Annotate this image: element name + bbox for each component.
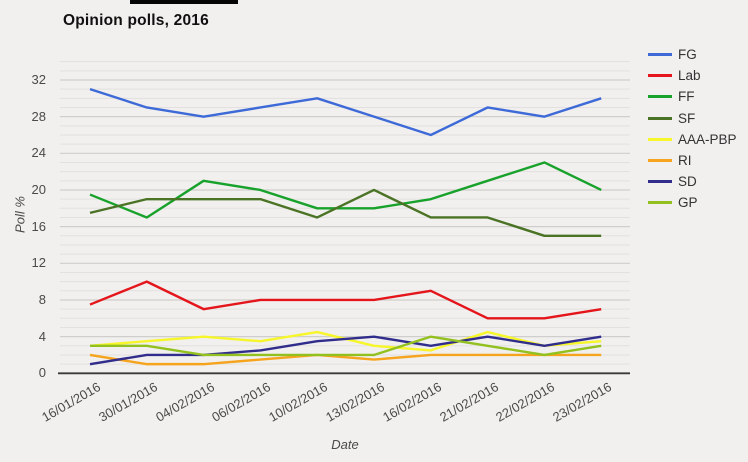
- screenshot-edge-artifact-bar: [130, 0, 238, 4]
- y-tick-label-4: 4: [38, 328, 46, 344]
- legend-label-Lab: Lab: [678, 68, 701, 84]
- legend-item-AAA-PBP: AAA-PBP: [648, 129, 737, 150]
- y-tick-label-16: 16: [31, 218, 46, 234]
- y-axis-title: Poll %: [12, 196, 28, 233]
- legend-label-AAA-PBP: AAA-PBP: [678, 131, 737, 147]
- legend-label-FG: FG: [678, 47, 697, 63]
- legend-item-FF: FF: [648, 86, 737, 107]
- y-tick-label-32: 32: [31, 71, 46, 87]
- legend-item-SF: SF: [648, 108, 737, 129]
- series-line-Lab: [89, 280, 602, 320]
- series-line-AAA-PBP: [89, 330, 602, 352]
- legend-item-GP: GP: [648, 192, 737, 213]
- legend-label-FF: FF: [678, 89, 695, 105]
- y-tick-label-0: 0: [38, 365, 46, 381]
- y-tick-label-12: 12: [31, 255, 46, 271]
- x-axis-title: Date: [331, 437, 359, 452]
- legend: FG Lab FF SF AAA-PBP RI SD GP: [648, 44, 737, 214]
- legend-swatch-FG: [648, 53, 672, 57]
- y-tick-label-20: 20: [31, 181, 46, 197]
- legend-swatch-AAA-PBP: [648, 137, 672, 141]
- y-tick-label-8: 8: [38, 291, 46, 307]
- legend-swatch-FF: [648, 95, 672, 99]
- legend-label-SD: SD: [678, 174, 697, 190]
- legend-swatch-Lab: [648, 74, 672, 78]
- legend-swatch-SD: [648, 180, 672, 184]
- legend-swatch-GP: [648, 201, 672, 205]
- legend-label-GP: GP: [678, 195, 698, 211]
- series-line-FG: [89, 88, 602, 137]
- y-tick-label-28: 28: [31, 108, 46, 124]
- legend-item-FG: FG: [648, 44, 737, 65]
- legend-item-RI: RI: [648, 150, 737, 171]
- series-line-RI: [89, 353, 602, 366]
- series-line-SF: [89, 188, 602, 238]
- series-line-SD: [89, 335, 602, 366]
- legend-item-Lab: Lab: [648, 65, 737, 86]
- legend-item-SD: SD: [648, 171, 737, 192]
- legend-label-SF: SF: [678, 110, 696, 126]
- legend-label-RI: RI: [678, 153, 692, 169]
- legend-swatch-RI: [648, 159, 672, 163]
- y-tick-label-24: 24: [31, 145, 46, 161]
- legend-swatch-SF: [648, 116, 672, 120]
- series-line-GP: [90, 335, 602, 357]
- chart-title: Opinion polls, 2016: [63, 12, 209, 29]
